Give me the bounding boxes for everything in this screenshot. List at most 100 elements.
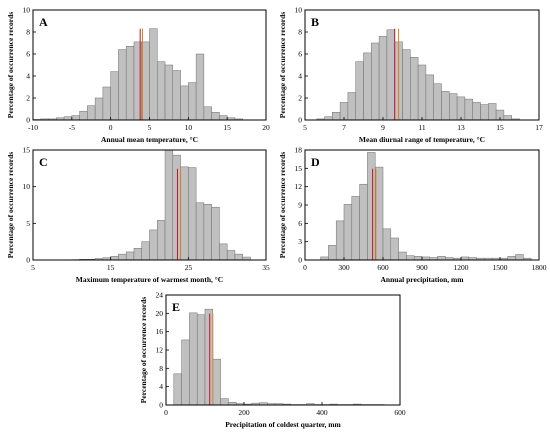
x-tick-label: 0 <box>164 408 168 417</box>
x-tick-label: 1200 <box>454 263 469 272</box>
histogram-bar <box>181 339 190 406</box>
histogram-bar <box>125 251 135 261</box>
histogram-bar <box>425 74 434 121</box>
x-tick-label: 600 <box>377 263 389 272</box>
histogram-bar <box>472 102 481 121</box>
y-tick-label: 4 <box>26 72 30 81</box>
y-tick-label: 10 <box>23 6 31 15</box>
x-tick-label: 400 <box>316 408 328 417</box>
histogram-bar <box>219 243 228 261</box>
histogram-bar <box>157 61 166 121</box>
histogram-bar <box>71 115 80 121</box>
y-tick-label: 8 <box>298 28 302 37</box>
x-tick-label: 11 <box>418 123 425 132</box>
histogram-bar <box>164 64 174 121</box>
x-tick-label: 5 <box>148 123 152 132</box>
histogram-bar <box>515 254 524 261</box>
histogram-bar <box>382 228 392 261</box>
y-tick-label: 12 <box>295 182 303 191</box>
histogram-bar <box>226 250 236 261</box>
y-tick-label: 6 <box>298 50 302 59</box>
histogram-bar <box>328 245 337 261</box>
histogram-bar <box>110 71 119 121</box>
histogram-bar <box>332 112 341 121</box>
histogram-bar <box>173 373 182 406</box>
histogram-bar <box>449 93 458 121</box>
histogram-bar <box>488 103 497 121</box>
y-tick-label: 0 <box>298 256 302 265</box>
y-tick-label: 20 <box>156 309 164 318</box>
y-axis-title: Percentage of occurrence records <box>278 152 287 258</box>
histogram-bar <box>87 105 96 121</box>
y-tick-label: 12 <box>156 346 164 355</box>
y-tick-label: 0 <box>26 116 30 125</box>
histogram-bar <box>335 220 345 261</box>
y-tick-label: 24 <box>156 291 164 300</box>
x-tick-label: 35 <box>262 263 270 272</box>
y-tick-label: 6 <box>298 219 302 228</box>
histogram-bar <box>149 229 158 261</box>
panel-letter: C <box>39 155 48 169</box>
histogram-bar <box>351 196 360 261</box>
histogram-bar <box>402 49 411 121</box>
histogram-bar <box>441 91 450 121</box>
histogram-bar <box>125 46 135 121</box>
panel-letter: D <box>311 155 320 169</box>
histogram-bar <box>141 241 150 261</box>
y-tick-label: 10 <box>23 182 31 191</box>
y-tick-label: 2 <box>26 94 30 103</box>
y-axis-title: Percentage of occurrence records <box>139 297 148 403</box>
histogram-bar <box>212 358 221 406</box>
histogram-bar <box>164 149 174 261</box>
histogram-bar <box>157 220 166 261</box>
histogram-bar <box>188 82 197 121</box>
x-tick-label: 300 <box>338 263 350 272</box>
histogram-bar <box>359 183 368 261</box>
histogram-bar <box>371 42 380 121</box>
histogram-bar <box>149 28 158 121</box>
histogram-bar <box>196 314 206 406</box>
histogram-bar <box>503 115 512 121</box>
x-tick-label: 5 <box>31 263 35 272</box>
y-tick-label: 18 <box>295 146 303 155</box>
x-tick-label: 600 <box>394 408 406 417</box>
histogram-bar <box>456 96 466 121</box>
histogram-bar <box>79 110 88 121</box>
histogram-bar <box>211 206 220 261</box>
y-tick-label: 5 <box>26 219 30 228</box>
histogram-bar <box>195 202 205 261</box>
panel-letter: B <box>311 15 319 29</box>
histogram-bar <box>374 166 384 261</box>
x-axis-title: Maximum temperature of warmest month, °C <box>76 275 223 284</box>
x-tick-label: -5 <box>69 123 75 132</box>
histogram-bar <box>417 64 427 121</box>
x-axis-title: Annual mean temperature, °C <box>101 135 198 144</box>
x-tick-label: 15 <box>107 263 115 272</box>
x-tick-label: 0 <box>109 123 113 132</box>
histogram-bar <box>189 312 198 406</box>
y-tick-label: 15 <box>23 146 31 155</box>
histogram-bar <box>172 70 181 121</box>
histogram-bar <box>102 86 111 121</box>
histogram-bar <box>204 308 214 406</box>
histogram-bar <box>367 152 376 261</box>
histogram-bar <box>188 167 197 261</box>
panel-D: 0 300 600 900 1200 1500 1800 0 3 6 9 12 15 18 Annual p… <box>278 146 547 285</box>
histogram-bar <box>118 49 127 121</box>
y-tick-label: 16 <box>156 327 164 336</box>
x-tick-label: 9 <box>381 123 385 132</box>
x-tick-label: 15 <box>496 123 504 132</box>
histogram-bar <box>180 166 189 261</box>
histogram-bar <box>211 112 220 121</box>
x-tick-label: 1500 <box>493 263 508 272</box>
y-tick-label: 10 <box>295 6 303 15</box>
x-tick-label: -10 <box>28 123 38 132</box>
histogram-bar <box>507 256 516 261</box>
panel-B: 5 7 9 11 13 15 17 0 2 4 6 8 10 Mean diurnal range of … <box>278 6 543 145</box>
histogram-bar <box>118 253 127 261</box>
y-tick-label: 6 <box>26 50 30 59</box>
histogram-bar <box>386 29 395 121</box>
y-tick-label: 8 <box>26 28 30 37</box>
y-tick-label: 15 <box>295 164 303 173</box>
